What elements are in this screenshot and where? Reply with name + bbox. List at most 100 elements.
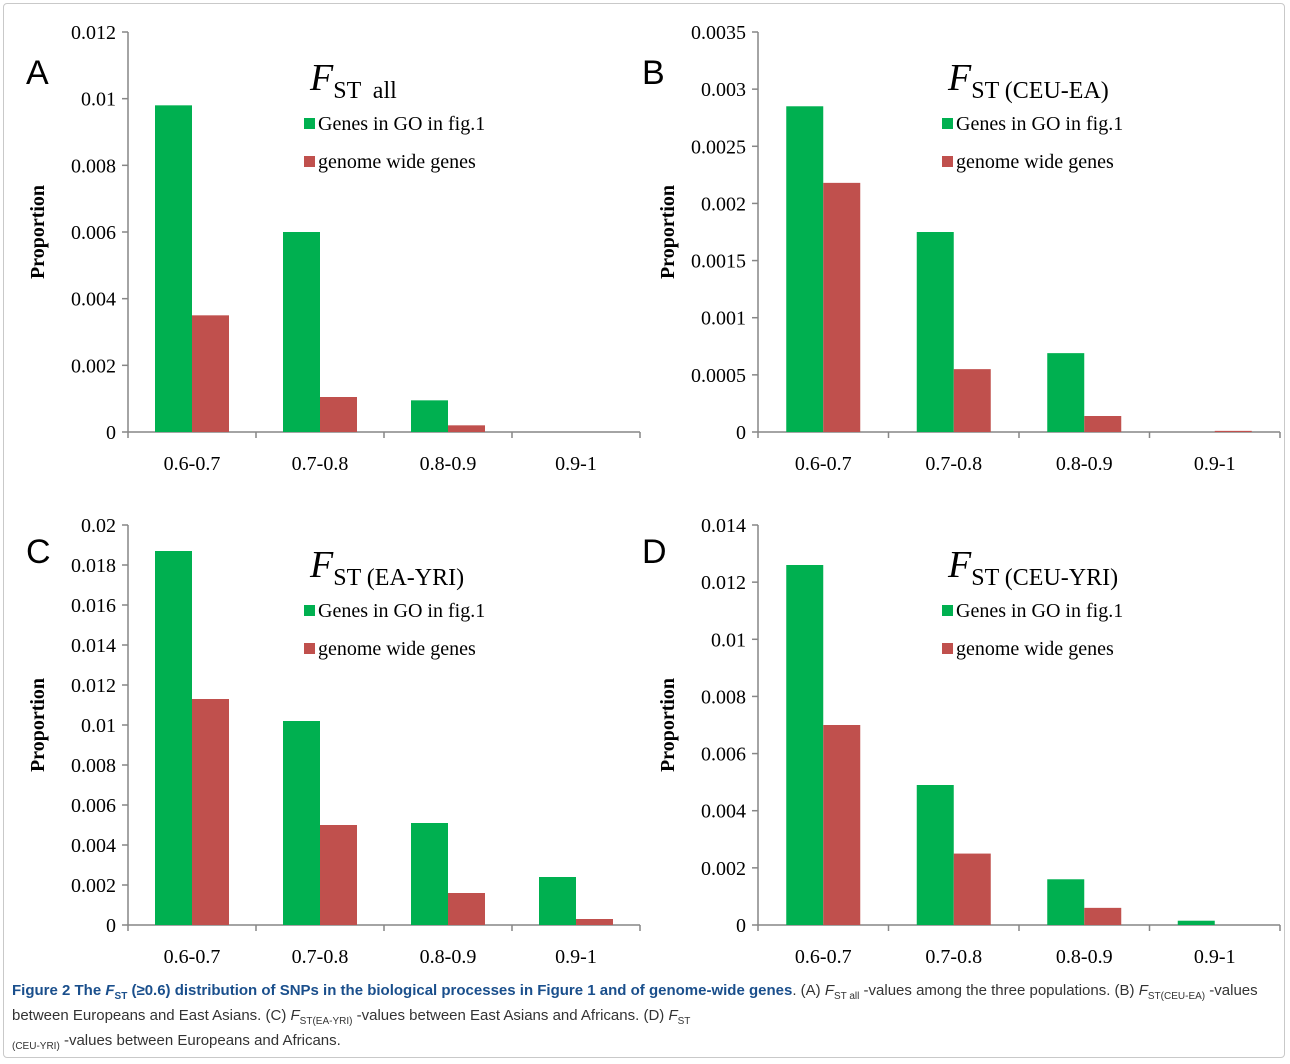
chart-title: FST (EA-YRI) (309, 544, 464, 591)
y-tick-label: 0.006 (701, 744, 746, 766)
caption-title-rest: (≥0.6) distribution of SNPs in the biolo… (127, 982, 793, 999)
bar-genes-in-go (155, 551, 192, 925)
y-tick-label: 0.004 (71, 289, 116, 311)
panel-letter: D (642, 533, 667, 571)
legend-swatch-genome-wide (942, 156, 953, 167)
x-tick-label: 0.7-0.8 (925, 946, 982, 968)
x-tick-label: 0.7-0.8 (292, 946, 349, 968)
y-tick-label: 0.02 (81, 515, 116, 537)
chart-title-subscript: ST (CEU-EA) (971, 78, 1109, 104)
caption-d-text: -values between Europeans and Africans. (59, 1032, 341, 1049)
caption-d-sub: ST (677, 1016, 691, 1027)
y-tick-label: 0 (736, 915, 746, 937)
caption-title-part: Figure 2 The (12, 982, 106, 999)
bar-genome-wide (448, 425, 485, 432)
y-axis-title: Proportion (27, 678, 49, 772)
bar-genome-wide (576, 919, 613, 925)
bar-genes-in-go (1177, 920, 1215, 925)
y-tick-label: 0.002 (71, 875, 116, 897)
bar-genome-wide (320, 397, 357, 432)
y-tick-label: 0.003 (701, 79, 746, 101)
y-tick-label: 0.008 (701, 686, 746, 708)
panel-letter: A (26, 54, 49, 92)
chart-title-f: F (309, 57, 334, 99)
legend-swatch-genes-in-go (942, 605, 953, 616)
legend-label-genes-in-go: Genes in GO in fig.1 (956, 113, 1123, 135)
y-tick-label: 0.002 (701, 193, 746, 215)
legend-swatch-genome-wide (304, 156, 315, 167)
legend-label-genes-in-go: Genes in GO in fig.1 (956, 600, 1123, 622)
x-tick-label: 0.9-1 (1194, 453, 1236, 475)
bar-genome-wide (192, 699, 229, 925)
bar-genes-in-go (1047, 879, 1085, 925)
bar-genes-in-go (283, 232, 320, 432)
bar-genes-in-go (1047, 353, 1085, 432)
caption-c-text: -values between East Asians and Africans… (352, 1007, 669, 1024)
chart-title-f: F (947, 544, 972, 586)
bar-genome-wide (953, 853, 991, 925)
bar-genes-in-go (916, 785, 954, 925)
chart-title-subscript: ST (CEU-YRI) (971, 565, 1118, 591)
y-tick-label: 0.002 (701, 858, 746, 880)
chart-title: FST (CEU-YRI) (947, 544, 1118, 591)
x-tick-label: 0.8-0.9 (420, 946, 477, 968)
legend-label-genome-wide: genome wide genes (318, 638, 476, 660)
figure-frame (3, 3, 1285, 1058)
legend-swatch-genome-wide (304, 643, 315, 654)
caption-text: the three populations. (B) (966, 982, 1139, 999)
y-tick-label: 0.01 (81, 715, 116, 737)
caption-title-sub: ST (114, 991, 128, 1002)
chart-title: FST all (309, 57, 397, 104)
y-tick-label: 0 (736, 422, 746, 444)
caption-text: . (A) (792, 982, 825, 999)
x-tick-label: 0.8-0.9 (1056, 946, 1113, 968)
y-tick-label: 0.012 (71, 675, 116, 697)
caption-b-f: F (1138, 982, 1148, 999)
bar-genes-in-go (411, 400, 448, 432)
y-tick-label: 0.018 (71, 555, 116, 577)
caption-b-text: -values between Europeans and East Asian… (12, 982, 1258, 1024)
caption-c-sub: ST(EA-YRI) (299, 1016, 353, 1027)
bar-genes-in-go (786, 565, 824, 925)
y-tick-label: 0.008 (71, 755, 116, 777)
x-tick-label: 0.7-0.8 (292, 453, 349, 475)
bar-genome-wide (448, 893, 485, 925)
y-tick-label: 0.012 (701, 572, 746, 594)
y-tick-label: 0 (106, 422, 116, 444)
caption-d-f: F (668, 1007, 678, 1024)
panel-c-chart: 0 0.002 0.004 0.006 0.008 0.01 0.012 0.014 0.016… (26, 515, 641, 968)
x-tick-label: 0.8-0.9 (1056, 453, 1113, 475)
y-tick-label: 0.01 (711, 629, 746, 651)
y-tick-label: 0.002 (71, 355, 116, 377)
x-tick-label: 0.6-0.7 (795, 946, 852, 968)
legend-swatch-genes-in-go (304, 118, 315, 129)
y-tick-label: 0.0015 (691, 251, 746, 273)
legend-swatch-genome-wide (942, 643, 953, 654)
panel-a-chart: 0 0.002 0.004 0.006 0.008 0.01 0.012 0.6-0.7 0.7… (26, 22, 641, 475)
y-tick-label: 0.014 (701, 515, 746, 537)
caption-title-f: F (105, 982, 115, 999)
caption-d-sub2: (CEU-YRI) (12, 1041, 60, 1052)
y-tick-label: 0.006 (71, 222, 116, 244)
y-axis-title: Proportion (657, 678, 679, 772)
panel-b-chart: 0 0.0005 0.001 0.0015 0.002 0.0025 0.003 0.0035… (642, 22, 1281, 475)
bar-genome-wide (953, 369, 991, 432)
bar-genome-wide (1084, 907, 1122, 925)
y-tick-label: 0.016 (71, 595, 116, 617)
chart-title: FST (CEU-EA) (947, 57, 1109, 104)
y-tick-label: 0.0005 (691, 365, 746, 387)
legend-label-genome-wide: genome wide genes (318, 151, 476, 173)
y-tick-label: 0 (106, 915, 116, 937)
y-tick-label: 0.004 (71, 835, 116, 857)
figure-caption: Figure 2 The FST (≥0.6) distribution of … (12, 978, 1278, 1053)
y-tick-label: 0.0035 (691, 22, 746, 44)
y-tick-label: 0.008 (71, 155, 116, 177)
y-tick-label: 0.01 (81, 89, 116, 111)
legend-label-genome-wide: genome wide genes (956, 638, 1114, 660)
caption-a-f: F (824, 982, 834, 999)
panel-d-chart: 0 0.002 0.004 0.006 0.008 0.01 0.012 0.014 0.6-0… (642, 515, 1281, 968)
y-axis-title: Proportion (27, 185, 49, 279)
bar-genes-in-go (539, 877, 576, 925)
bar-genome-wide (823, 725, 861, 925)
chart-title-subscript: ST all (333, 78, 397, 104)
